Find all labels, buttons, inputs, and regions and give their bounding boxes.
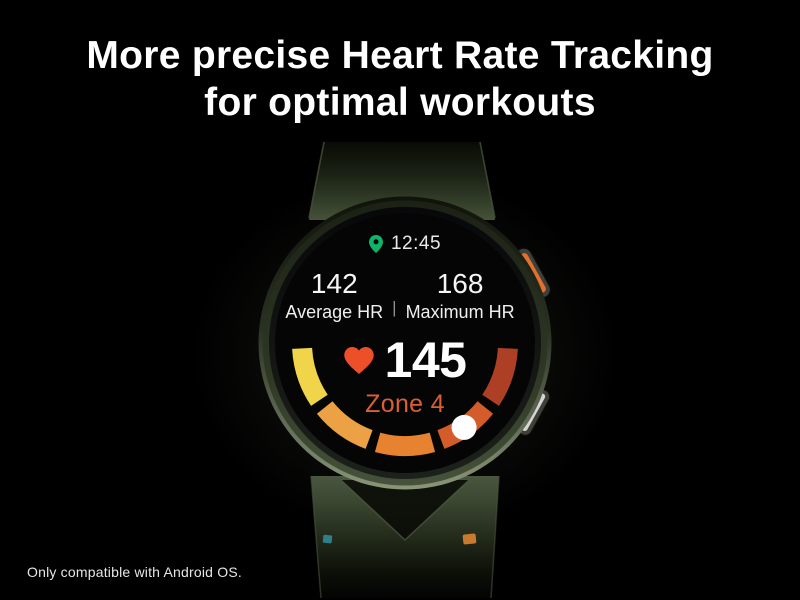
average-hr-value: 142	[310, 268, 358, 299]
top-strap	[308, 141, 496, 220]
gauge-segment-zone5	[482, 347, 518, 406]
watch-render	[258, 141, 552, 599]
maximum-hr-metric: 168 Maximum HR	[405, 268, 515, 323]
status-bar: 12:45	[275, 234, 535, 254]
location-pin-icon	[368, 235, 383, 253]
hr-summary: 142 Average HR | 168 Maximum HR	[270, 268, 530, 323]
watch-screen-content: 12:45 142 Average HR | 168 Maximum HR 14…	[275, 213, 535, 473]
bottom-strap	[310, 475, 500, 599]
gauge-segment-zone1	[292, 347, 328, 406]
time-text: 12:45	[390, 233, 442, 254]
maximum-hr-label: Maximum HR	[405, 302, 515, 322]
gauge-indicator-dot	[451, 414, 477, 440]
current-hr-row: 145	[275, 332, 535, 388]
average-hr-metric: 142 Average HR	[285, 268, 384, 323]
heart-icon	[343, 346, 374, 374]
watch-screen	[275, 213, 535, 473]
zone-label: Zone 4	[365, 390, 445, 418]
strap-accent-right	[462, 533, 477, 545]
average-hr-label: Average HR	[285, 302, 384, 322]
current-hr-value: 145	[384, 332, 467, 388]
maximum-hr-value: 168	[436, 268, 484, 299]
gauge-segment-zone2	[316, 400, 373, 449]
strap-accent-left	[322, 534, 333, 544]
headline: More precise Heart Rate Tracking for opt…	[0, 32, 800, 126]
disclaimer-text: Only compatible with Android OS.	[27, 564, 242, 580]
gauge-segment-zone3	[374, 432, 436, 456]
headline-line-1: More precise Heart Rate Tracking	[86, 34, 714, 77]
hr-summary-separator: |	[392, 298, 397, 317]
hr-zone-gauge	[292, 347, 518, 456]
